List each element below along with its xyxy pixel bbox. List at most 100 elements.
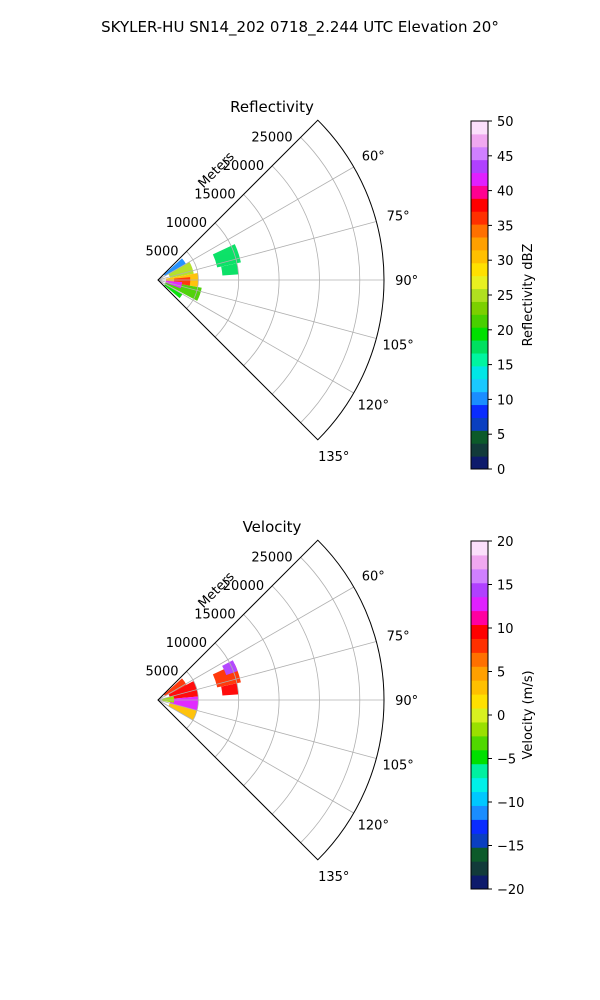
data-cell	[168, 261, 194, 278]
colorbar-tick-label: 10	[497, 393, 514, 408]
angle-gridline	[157, 279, 377, 339]
range-tick-label: 25000	[251, 130, 292, 145]
angle-gridline	[157, 641, 377, 701]
data-cell	[163, 678, 187, 697]
colorbar-swatch	[471, 861, 488, 876]
panel-title: Velocity	[243, 518, 302, 536]
angle-tick-label: 105°	[382, 758, 413, 773]
colorbar-swatch	[471, 417, 488, 431]
colorbar-swatch	[471, 652, 488, 667]
colorbar-swatch	[471, 819, 488, 834]
colorbar-tick-label: −20	[497, 883, 524, 898]
colorbar-tick-label: 45	[497, 150, 514, 165]
range-tick-label: 10000	[166, 636, 207, 651]
colorbar: 0 5 10 15 20 25 30 35 40 45 50 Reflectivity dBZ	[470, 115, 536, 478]
angle-tick-label: 75°	[387, 630, 410, 645]
range-tick-label: 15000	[194, 187, 235, 202]
colorbar-swatch	[471, 391, 488, 406]
data-cell	[168, 681, 199, 699]
angle-tick-label: 120°	[358, 398, 389, 413]
data-cell	[212, 244, 241, 268]
data-cell	[168, 703, 197, 721]
angle-tick-label: 60°	[362, 570, 385, 585]
colorbar-tick-label: 35	[497, 219, 514, 234]
colorbar-swatch	[471, 596, 488, 612]
colorbar-swatch	[471, 735, 488, 751]
colorbar-swatch	[471, 211, 488, 225]
colorbar-swatch	[471, 314, 488, 328]
angle-gridline	[157, 699, 377, 759]
colorbar-swatch	[471, 847, 488, 862]
range-tick-label: 25000	[251, 550, 292, 565]
angle-tick-label: 60°	[362, 150, 385, 165]
colorbar-tick-label: 20	[497, 324, 514, 339]
data-layer	[163, 244, 241, 301]
colorbar-swatch	[471, 708, 488, 723]
colorbar-swatch	[471, 721, 488, 737]
data-cell	[163, 258, 186, 276]
colorbar-swatch	[471, 582, 488, 598]
colorbar-swatch	[471, 541, 488, 556]
colorbar-swatch	[471, 133, 488, 148]
colorbar-swatch	[471, 443, 488, 457]
colorbar-tick-label: −10	[497, 796, 524, 811]
colorbar-swatch	[471, 791, 488, 806]
figure-title: SKYLER-HU SN14_202 0718_2.244 UTC Elevat…	[101, 18, 499, 37]
colorbar-tick-label: 15	[497, 579, 514, 594]
colorbar-swatch	[471, 833, 488, 848]
angle-gridline	[157, 221, 377, 281]
colorbar-swatch	[471, 237, 488, 251]
colorbar-tick-label: 30	[497, 254, 514, 269]
colorbar-tick-label: 5	[497, 428, 505, 443]
data-cell	[161, 695, 175, 703]
angle-tick-label: 105°	[382, 338, 413, 353]
colorbar-swatch	[471, 198, 488, 212]
colorbar-swatch	[471, 777, 488, 793]
angle-tick-label: 135°	[318, 450, 349, 465]
range-tick-label: 20000	[223, 579, 264, 594]
colorbar-swatch	[471, 159, 488, 174]
data-layer	[161, 660, 241, 721]
colorbar-tick-label: 0	[497, 709, 505, 724]
colorbar-swatch	[471, 249, 488, 264]
colorbar-tick-label: −15	[497, 840, 524, 855]
range-tick-label: 5000	[145, 244, 178, 259]
colorbar-swatch	[471, 430, 488, 444]
colorbar-swatch	[471, 875, 488, 890]
panels: Reflectivity500010000150002000025000Mete…	[145, 98, 536, 898]
sector-outline	[157, 119, 385, 441]
colorbar-tick-label: −5	[497, 753, 516, 768]
angle-tick-label: 120°	[358, 818, 389, 833]
angle-gridline	[157, 279, 354, 394]
colorbar-swatch	[471, 763, 488, 779]
colorbar-swatch	[471, 288, 488, 302]
range-tick-label: 15000	[194, 607, 235, 622]
colorbar-tick-label: 40	[497, 185, 514, 200]
colorbar-swatch	[471, 568, 488, 584]
panel-title: Reflectivity	[230, 98, 314, 116]
angle-gridline	[157, 166, 354, 281]
colorbar-swatch	[471, 680, 488, 695]
colorbar-swatch	[471, 694, 488, 709]
angle-gridline	[157, 699, 354, 814]
colorbar-tick-label: 0	[497, 463, 505, 478]
colorbar-swatch	[471, 456, 488, 470]
colorbar-swatch	[471, 805, 488, 820]
colorbar-swatch	[471, 353, 488, 367]
colorbar-swatch	[471, 404, 488, 418]
colorbar-swatch	[471, 301, 488, 315]
colorbar-swatch	[471, 749, 488, 765]
angle-tick-label: 90°	[395, 274, 418, 289]
range-tick-label: 5000	[145, 664, 178, 679]
colorbar-swatch	[471, 638, 488, 653]
colorbar-swatch	[471, 554, 488, 570]
colorbar-tick-label: 10	[497, 622, 514, 637]
data-cell	[221, 263, 239, 276]
colorbar-swatch	[471, 121, 488, 135]
panel-reflectivity: Reflectivity500010000150002000025000Mete…	[145, 98, 536, 478]
colorbar-swatch	[471, 378, 488, 393]
colorbar-swatch	[471, 172, 488, 186]
colorbar-swatch	[471, 185, 488, 199]
